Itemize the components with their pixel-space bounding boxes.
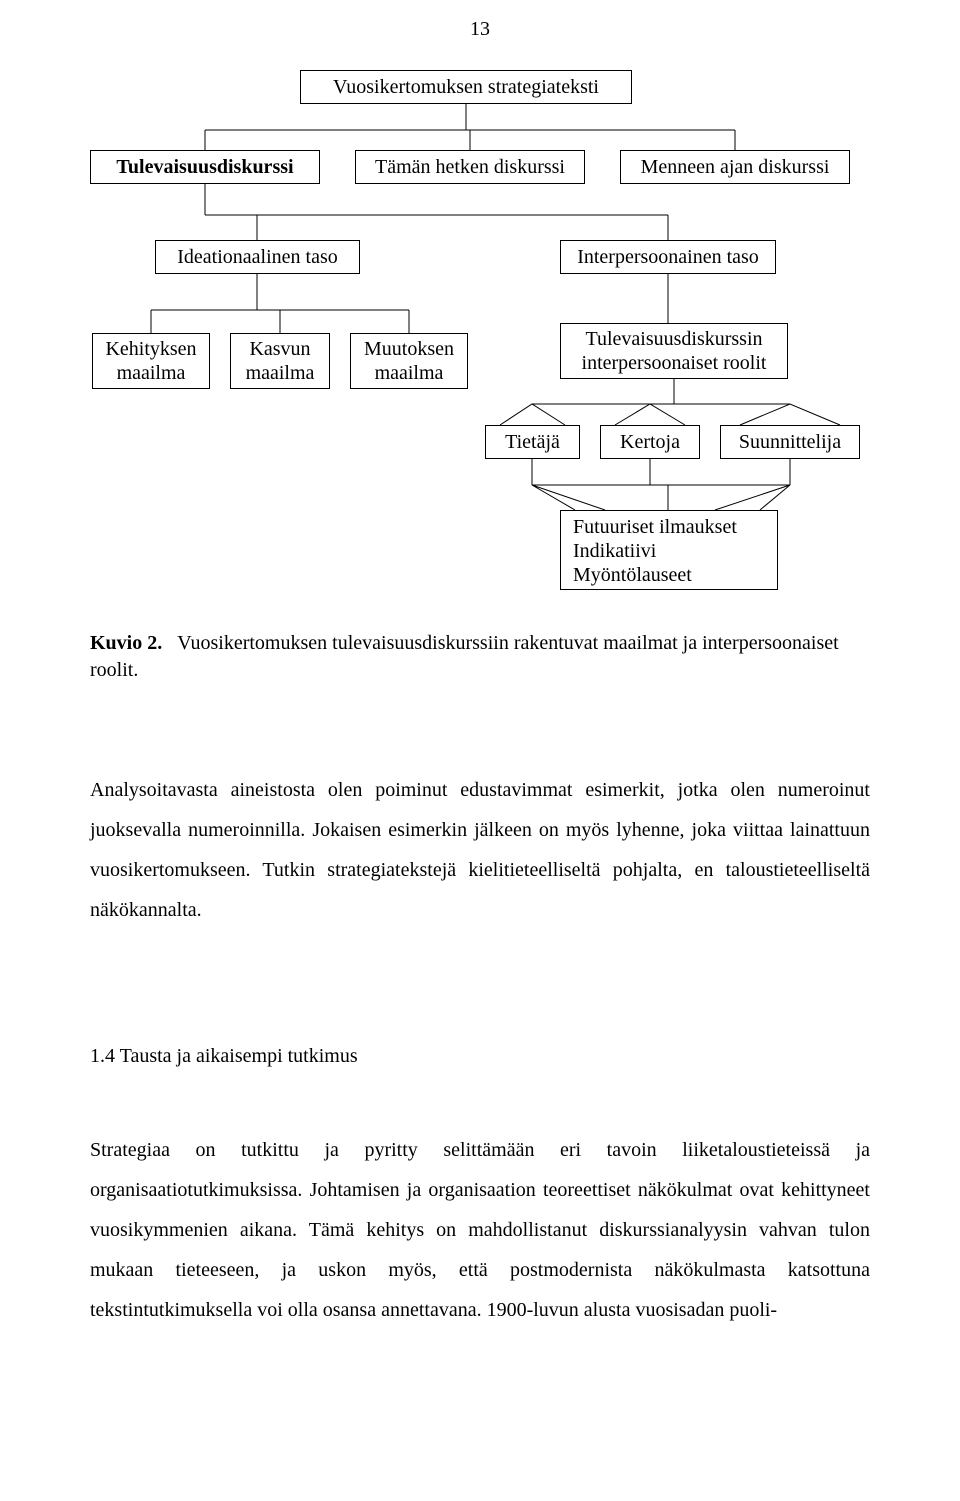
node-suunnittelija: Suunnittelija (720, 425, 860, 459)
page-number: 13 (0, 18, 960, 41)
figure-caption: Kuvio 2. Vuosikertomuksen tulevaisuusdis… (90, 630, 870, 684)
page: 13 Vuosikertomuksen strategiateksti Tule… (0, 0, 960, 1501)
caption-text: Vuosikertomuksen tulevaisuusdiskurssiin … (90, 632, 839, 681)
paragraph-1: Analysoitavasta aineistosta olen poiminu… (90, 770, 870, 930)
node-muutoksen-l1: Muutoksen (364, 337, 454, 361)
node-kertoja: Kertoja (600, 425, 700, 459)
node-futuuriset: Futuuriset ilmaukset Indikatiivi Myöntöl… (560, 510, 778, 590)
node-muutoksen: Muutoksen maailma (350, 333, 468, 389)
node-kehityksen-l2: maailma (117, 361, 186, 385)
node-tulevaisuusdiskurssi: Tulevaisuusdiskurssi (90, 150, 320, 184)
node-top: Vuosikertomuksen strategiateksti (300, 70, 632, 104)
caption-label: Kuvio 2. (90, 632, 162, 654)
node-muutoksen-l2: maailma (375, 361, 444, 385)
fut-l1: Futuuriset ilmaukset (573, 515, 737, 539)
node-tietaja: Tietäjä (485, 425, 580, 459)
roolit-l2: interpersoonaiset roolit (582, 351, 767, 375)
node-kehityksen-l1: Kehityksen (105, 337, 196, 361)
paragraph-2: Strategiaa on tutkittu ja pyritty selitt… (90, 1130, 870, 1330)
node-taman-hetken: Tämän hetken diskurssi (355, 150, 585, 184)
node-interpersoonainen: Interpersoonainen taso (560, 240, 776, 274)
roolit-l1: Tulevaisuusdiskurssin (585, 327, 762, 351)
node-menneen-ajan: Menneen ajan diskurssi (620, 150, 850, 184)
node-ideationaalinen: Ideationaalinen taso (155, 240, 360, 274)
node-kasvun-l1: Kasvun (249, 337, 310, 361)
node-kasvun: Kasvun maailma (230, 333, 330, 389)
node-kehityksen: Kehityksen maailma (92, 333, 210, 389)
fut-l2: Indikatiivi (573, 539, 656, 563)
section-heading: 1.4 Tausta ja aikaisempi tutkimus (90, 1045, 358, 1068)
node-tulevaisuusdiskurssin-roolit: Tulevaisuusdiskurssin interpersoonaiset … (560, 323, 788, 379)
fut-l3: Myöntölauseet (573, 563, 692, 587)
node-kasvun-l2: maailma (246, 361, 315, 385)
